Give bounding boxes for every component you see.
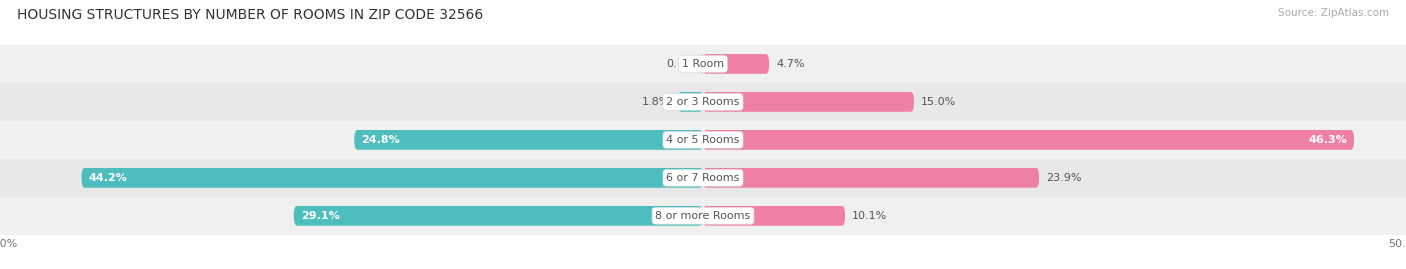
FancyBboxPatch shape [82,168,703,188]
FancyBboxPatch shape [354,130,703,150]
Text: 46.3%: 46.3% [1308,135,1347,145]
FancyBboxPatch shape [703,92,914,112]
Bar [0,197,1406,235]
Text: 1.8%: 1.8% [643,97,671,107]
Text: 44.2%: 44.2% [89,173,128,183]
FancyBboxPatch shape [294,206,703,226]
Text: 0.1%: 0.1% [666,59,695,69]
Text: 4.7%: 4.7% [776,59,804,69]
Bar [0,159,1406,197]
Text: 1 Room: 1 Room [682,59,724,69]
FancyBboxPatch shape [703,168,1039,188]
Text: 2 or 3 Rooms: 2 or 3 Rooms [666,97,740,107]
Text: 24.8%: 24.8% [361,135,401,145]
Bar [0,121,1406,159]
Text: 4 or 5 Rooms: 4 or 5 Rooms [666,135,740,145]
Text: 23.9%: 23.9% [1046,173,1081,183]
Text: 8 or more Rooms: 8 or more Rooms [655,211,751,221]
FancyBboxPatch shape [703,54,769,74]
Bar [0,45,1406,83]
FancyBboxPatch shape [703,206,845,226]
FancyBboxPatch shape [703,130,1354,150]
Text: 6 or 7 Rooms: 6 or 7 Rooms [666,173,740,183]
Bar [0,83,1406,121]
FancyBboxPatch shape [678,92,703,112]
Text: Source: ZipAtlas.com: Source: ZipAtlas.com [1278,8,1389,18]
Text: HOUSING STRUCTURES BY NUMBER OF ROOMS IN ZIP CODE 32566: HOUSING STRUCTURES BY NUMBER OF ROOMS IN… [17,8,484,22]
Text: 29.1%: 29.1% [301,211,340,221]
Text: 10.1%: 10.1% [852,211,887,221]
Text: 15.0%: 15.0% [921,97,956,107]
